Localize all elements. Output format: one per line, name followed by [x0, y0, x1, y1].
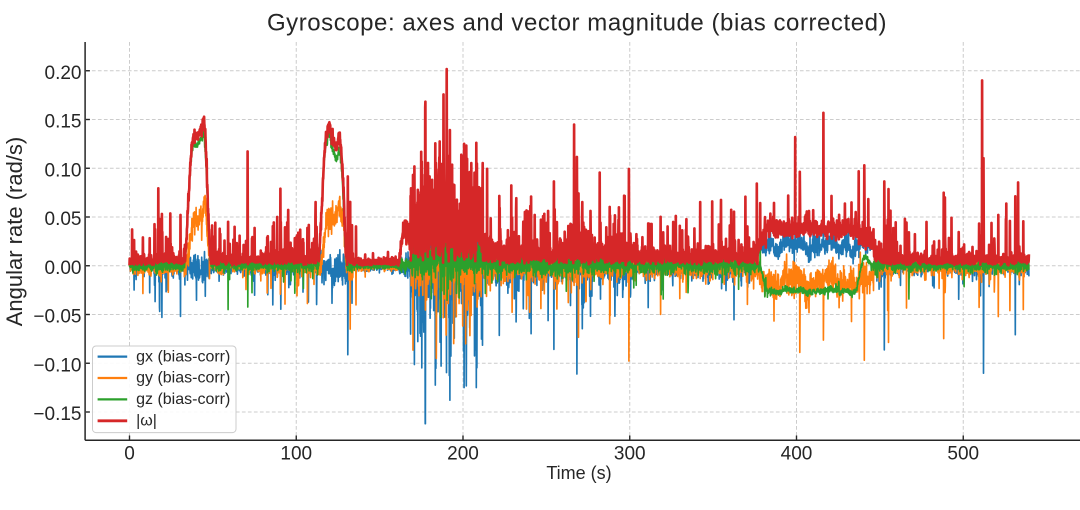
svg-text:500: 500 [947, 443, 979, 464]
svg-text:0.10: 0.10 [45, 160, 82, 181]
svg-text:300: 300 [614, 443, 646, 464]
svg-text:−0.10: −0.10 [33, 355, 81, 376]
svg-text:100: 100 [280, 443, 312, 464]
svg-text:0.20: 0.20 [45, 63, 82, 84]
svg-text:200: 200 [447, 443, 479, 464]
svg-text:Gyroscope: axes and vector mag: Gyroscope: axes and vector magnitude (bi… [267, 10, 887, 37]
svg-text:0: 0 [124, 443, 135, 464]
svg-text:Time (s): Time (s) [546, 463, 611, 483]
svg-text:gx (bias-corr): gx (bias-corr) [136, 348, 230, 365]
svg-text:−0.15: −0.15 [33, 404, 81, 425]
svg-text:Angular rate (rad/s): Angular rate (rad/s) [2, 137, 27, 327]
svg-text:−0.05: −0.05 [33, 307, 81, 328]
svg-text:400: 400 [781, 443, 813, 464]
svg-text:0.05: 0.05 [45, 209, 82, 230]
svg-text:0.15: 0.15 [45, 112, 82, 133]
svg-text:gz (bias-corr): gz (bias-corr) [136, 391, 230, 408]
svg-text:0.00: 0.00 [45, 258, 82, 279]
svg-text:|ω|: |ω| [136, 413, 157, 430]
svg-text:gy (bias-corr): gy (bias-corr) [136, 370, 230, 387]
